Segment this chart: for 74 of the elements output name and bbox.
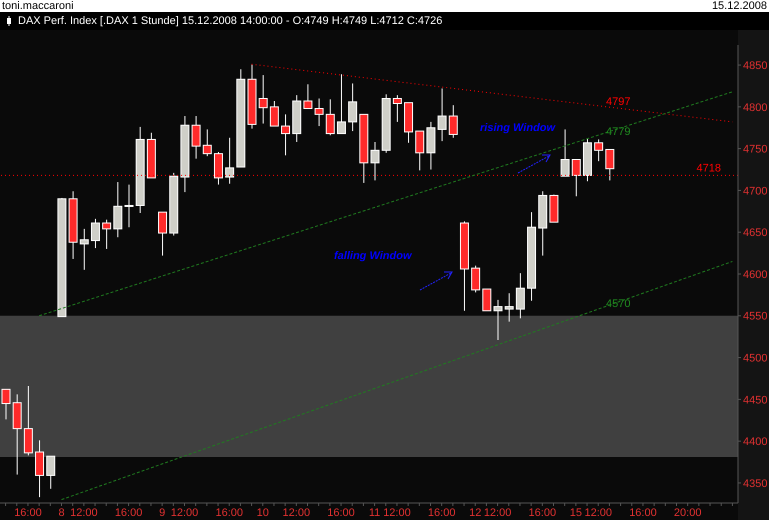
y-tick-label: 4800 bbox=[743, 102, 768, 114]
x-tick-label: 20:00 bbox=[674, 506, 702, 519]
annotation: 4570 bbox=[606, 298, 630, 310]
y-tick-label: 4700 bbox=[743, 185, 768, 198]
candlestick bbox=[605, 148, 614, 181]
candlestick bbox=[336, 74, 346, 134]
y-tick-label: 4850 bbox=[743, 60, 768, 72]
x-tick-label: 16:00 bbox=[528, 506, 556, 519]
x-tick-label: 16:00 bbox=[14, 506, 42, 519]
x-tick-label: 12:00 bbox=[70, 506, 98, 519]
candlestick bbox=[158, 212, 168, 256]
y-tick-label: 4500 bbox=[743, 352, 768, 364]
candlestick bbox=[448, 104, 458, 138]
candlestick bbox=[494, 299, 502, 341]
candlestick bbox=[2, 388, 10, 420]
y-tick-label: 4450 bbox=[743, 394, 768, 406]
candlestick bbox=[113, 182, 122, 238]
candlestick bbox=[102, 219, 112, 250]
annotation: falling Window bbox=[334, 250, 412, 262]
candlestick bbox=[471, 265, 480, 293]
candlestick bbox=[124, 184, 134, 228]
chart-title: DAX Perf. Index [.DAX 1 Stunde] 15.12.2008 14:00:00 - O:4749 H:4749 L:4712 C:4726 bbox=[18, 14, 442, 29]
x-tick-label: 9 bbox=[159, 506, 166, 519]
candlestick bbox=[192, 116, 201, 160]
candlestick bbox=[90, 218, 100, 249]
ref-line-label: 4718 bbox=[696, 162, 721, 174]
x-tick-label: 16:00 bbox=[327, 506, 355, 519]
text: toni.maccaroni bbox=[2, 0, 74, 12]
x-tick-label: 12:00 bbox=[484, 506, 512, 519]
candlestick bbox=[35, 440, 44, 498]
candlestick bbox=[438, 88, 447, 142]
x-tick-label: 8 bbox=[58, 506, 65, 519]
candlestick bbox=[281, 114, 290, 156]
text: 15.12.2008 bbox=[712, 0, 767, 12]
candlestick bbox=[258, 74, 268, 124]
candlestick bbox=[504, 292, 514, 322]
candlestick bbox=[572, 159, 581, 197]
y-tick-label: 4350 bbox=[743, 478, 768, 490]
annotation: rising Window bbox=[480, 122, 556, 134]
x-tick-label: 15 bbox=[570, 506, 582, 519]
x-tick-label: 12:00 bbox=[383, 506, 411, 519]
candlestick bbox=[80, 228, 89, 270]
x-tick-label: 10 bbox=[256, 506, 269, 519]
x-tick-label: 16:00 bbox=[114, 506, 142, 519]
y-tick-label: 4650 bbox=[743, 227, 768, 240]
y-tick-label: 4400 bbox=[743, 436, 768, 448]
x-tick-label: 12:00 bbox=[170, 506, 198, 519]
candlestick bbox=[370, 141, 380, 181]
x-tick-label: 12:00 bbox=[282, 506, 310, 519]
x-tick-label: 16:00 bbox=[629, 506, 657, 519]
candlestick bbox=[202, 128, 212, 157]
candlestick bbox=[560, 128, 570, 177]
x-tick-label: 11 bbox=[368, 506, 380, 519]
candlestick bbox=[516, 272, 525, 319]
annotation: 4797 bbox=[606, 96, 630, 108]
x-tick-label: 12 bbox=[469, 506, 482, 519]
candlestick bbox=[415, 130, 424, 171]
annotation: 4779 bbox=[606, 126, 630, 138]
x-tick-label: 16:00 bbox=[428, 506, 456, 519]
y-tick-label: 4550 bbox=[743, 310, 768, 323]
y-tick-label: 4750 bbox=[743, 144, 768, 156]
candlestick bbox=[303, 84, 312, 110]
candlestick bbox=[326, 98, 335, 136]
x-tick-label: 16:00 bbox=[215, 506, 243, 519]
candlestick bbox=[348, 82, 358, 132]
candlestick bbox=[392, 94, 402, 122]
candlestick bbox=[594, 138, 604, 162]
candlestick bbox=[225, 137, 234, 184]
x-tick-label: 12:00 bbox=[584, 506, 612, 519]
candlestick bbox=[314, 98, 324, 127]
candlestick bbox=[46, 456, 56, 490]
candlestick bbox=[270, 100, 279, 127]
candlestick bbox=[482, 288, 492, 312]
y-tick-label: 4600 bbox=[743, 268, 768, 281]
